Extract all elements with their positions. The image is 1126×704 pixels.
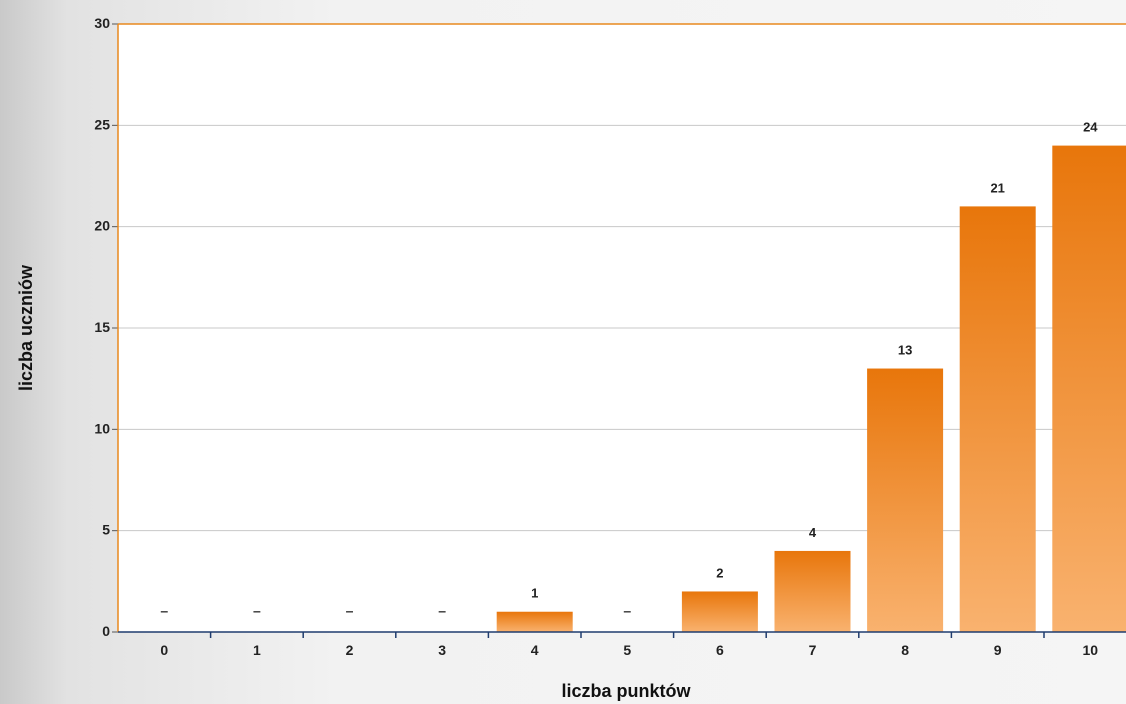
x-tick-label-0: 0: [160, 642, 168, 658]
bar-10: [1052, 145, 1126, 632]
data-label-4: 1: [531, 586, 538, 601]
bar-9: [959, 206, 1036, 632]
x-tick-label-4: 4: [531, 642, 539, 658]
x-tick-label-5: 5: [623, 642, 631, 658]
x-axis-label: liczba punktów: [561, 681, 691, 701]
bar-4: [496, 611, 573, 632]
data-label-5: –: [623, 603, 631, 619]
axes: [112, 23, 1126, 638]
data-label-9: 21: [990, 180, 1004, 195]
grid-lines: [118, 124, 1126, 532]
data-label-0: –: [160, 603, 168, 619]
data-label-7: 4: [809, 525, 817, 540]
data-label-3: –: [438, 603, 446, 619]
bars: [496, 145, 1126, 632]
y-tick-labels: 0 5 10 15 20 25 30: [94, 15, 110, 639]
x-tick-label-8: 8: [901, 642, 909, 658]
x-tick-label-9: 9: [994, 642, 1002, 658]
y-axis-label: liczba uczniów: [16, 264, 36, 391]
y-tick-label: 10: [94, 420, 110, 436]
x-tick-label-6: 6: [716, 642, 724, 658]
y-tick-label: 20: [94, 218, 110, 234]
data-label-10: 24: [1083, 120, 1098, 135]
bar-6: [681, 591, 758, 632]
bar-8: [867, 368, 944, 632]
x-tick-label-10: 10: [1083, 642, 1099, 658]
y-tick-label: 15: [94, 319, 110, 335]
x-tick-label-2: 2: [346, 642, 354, 658]
y-tick-label: 5: [102, 522, 110, 538]
data-label-2: –: [346, 603, 354, 619]
x-tick-label-3: 3: [438, 642, 446, 658]
data-label-1: –: [253, 603, 261, 619]
data-label-8: 13: [898, 343, 912, 358]
data-label-6: 2: [716, 565, 723, 580]
y-tick-label: 0: [102, 623, 110, 639]
bar-7: [774, 550, 851, 632]
y-tick-label: 30: [94, 15, 110, 31]
x-tick-label-7: 7: [809, 642, 817, 658]
x-tick-labels: 0 1 2 3 4 5 6 7 8 9 10: [160, 642, 1098, 658]
y-tick-label: 25: [94, 116, 110, 132]
x-tick-label-1: 1: [253, 642, 261, 658]
